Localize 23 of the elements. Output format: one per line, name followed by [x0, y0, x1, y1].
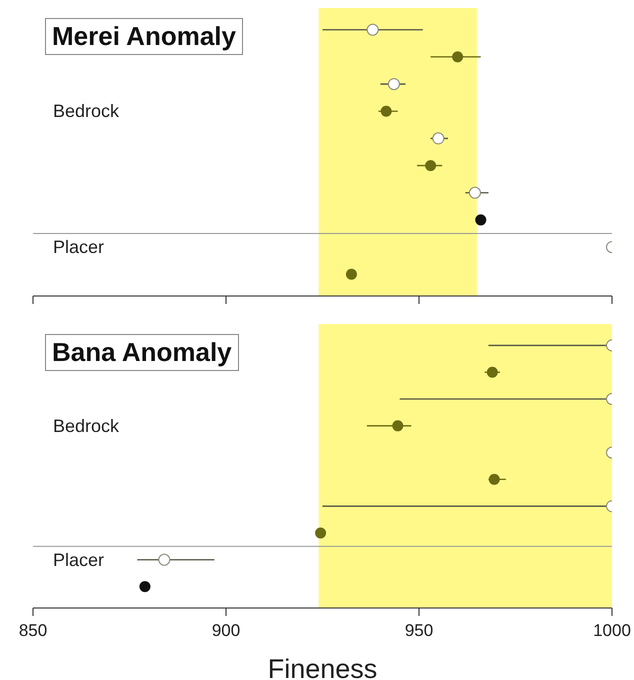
point — [475, 214, 486, 226]
point — [452, 51, 464, 62]
x-tick-label: 900 — [212, 621, 240, 640]
y-tick-label: Placer — [53, 236, 104, 258]
point — [425, 160, 436, 172]
text: Merei Anomaly — [45, 18, 243, 55]
point — [315, 527, 326, 538]
point — [139, 581, 150, 592]
point — [392, 420, 404, 432]
x-axis-title: Fineness — [268, 654, 378, 680]
point — [380, 106, 392, 117]
point — [388, 78, 400, 90]
point — [366, 24, 379, 36]
x-tick-label: 950 — [404, 621, 434, 640]
text: Bana Anomaly — [45, 334, 239, 371]
x-tick-label: 1000 — [593, 621, 631, 640]
y-tick-label: Bedrock — [53, 100, 120, 122]
point — [346, 268, 357, 280]
x-tick-label: 850 — [18, 621, 48, 640]
y-tick-label: Bedrock — [53, 414, 120, 437]
point — [432, 132, 444, 144]
y-tick-label: Placer — [53, 548, 104, 571]
point — [468, 186, 481, 199]
